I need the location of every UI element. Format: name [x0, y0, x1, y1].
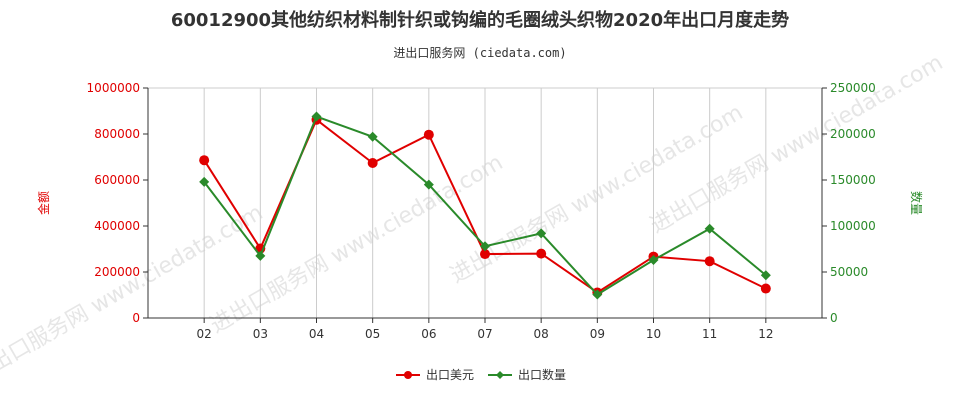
- y-tick-label-right: 200000: [830, 127, 876, 141]
- x-tick-label: 11: [702, 327, 717, 341]
- y-tick-label-right: 0: [830, 311, 838, 325]
- data-point-quantity: [423, 179, 434, 190]
- x-tick-label: 03: [253, 327, 268, 341]
- data-point-quantity: [255, 250, 266, 261]
- x-tick-label: 06: [421, 327, 436, 341]
- tick-labels: 0 200000 400000 600000 800000 1000000 0 50000 10…: [36, 81, 924, 341]
- x-tick-label: 02: [197, 327, 212, 341]
- data-point-quantity: [536, 228, 547, 239]
- data-point-quantity: [367, 131, 378, 142]
- y-tick-label-left: 800000: [94, 127, 140, 141]
- x-tick-label: 05: [365, 327, 380, 341]
- y-tick-label-left: 400000: [94, 219, 140, 233]
- y-tick-label-left: 0: [132, 311, 140, 325]
- y-tick-label-left: 200000: [94, 265, 140, 279]
- data-point-usd: [704, 256, 715, 267]
- y-tick-label-right: 100000: [830, 219, 876, 233]
- y-tick-label-right: 250000: [830, 81, 876, 95]
- x-tick-label: 08: [534, 327, 549, 341]
- legend: 出口美元 出口数量: [396, 367, 566, 382]
- x-tick-label: 04: [309, 327, 324, 341]
- y-axis-title-left: 金额: [36, 191, 51, 215]
- data-point-quantity: [760, 270, 771, 281]
- y-tick-label-right: 150000: [830, 173, 876, 187]
- chart-title: 60012900其他纺织材料制针织或钩编的毛圈绒头织物2020年出口月度走势: [170, 10, 790, 31]
- y-tick-label-right: 50000: [830, 265, 868, 279]
- legend-label: 出口数量: [518, 367, 566, 382]
- data-point-quantity: [311, 111, 322, 122]
- x-tick-label: 12: [758, 327, 773, 341]
- data-point-quantity: [480, 241, 490, 252]
- data-point-usd: [423, 129, 434, 140]
- data-point-usd: [199, 155, 210, 166]
- x-tick-label: 10: [646, 327, 661, 341]
- data-point-quantity: [199, 176, 210, 187]
- legend-marker: [496, 371, 504, 379]
- data-point-usd: [536, 248, 547, 259]
- data-point-quantity: [704, 223, 715, 234]
- y-axis-title-right: 数量: [909, 191, 924, 215]
- data-point-usd: [760, 283, 771, 294]
- data-point-usd: [480, 249, 490, 260]
- x-tick-label: 09: [590, 327, 605, 341]
- y-tick-label-left: 1000000: [87, 81, 140, 95]
- legend-marker: [404, 371, 412, 379]
- data-point-usd: [367, 157, 378, 168]
- x-tick-label: 07: [477, 327, 492, 341]
- y-tick-label-left: 600000: [94, 173, 140, 187]
- legend-label: 出口美元: [426, 368, 474, 382]
- chart-subtitle: 进出口服务网 (ciedata.com): [393, 46, 567, 60]
- series-group: [199, 111, 771, 300]
- data-point-quantity: [592, 289, 603, 300]
- data-point-quantity: [648, 255, 659, 266]
